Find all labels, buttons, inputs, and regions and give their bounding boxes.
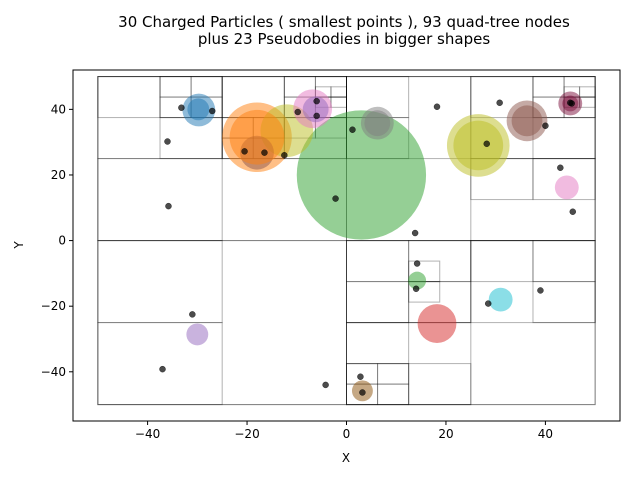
particle [281,152,288,159]
quadtree-node [408,240,472,283]
quadtree-node [532,158,596,201]
particle [164,138,171,145]
particle [433,103,441,110]
chart-title-line-1: 30 Charged Particles ( smallest points )… [118,13,570,31]
pseudobody [453,120,504,171]
pseudobodies [182,89,583,402]
particle [357,373,364,380]
particle [313,97,320,105]
pseudobody [511,105,543,137]
particle [261,149,268,156]
quadtree-node [470,76,534,119]
x-tick-label: 0 [343,427,351,441]
quadtree-node [532,281,596,324]
particle [537,287,544,294]
quadtree-node [97,240,223,324]
quadtree-node [97,76,223,160]
particle [411,229,419,237]
particle [241,148,248,155]
quadtree-node [346,322,410,365]
particle [349,126,356,133]
quadtree-node [97,158,223,242]
quadtree-node [579,86,596,98]
particle [413,260,421,267]
quadtree-node [97,240,348,406]
particle [294,108,302,116]
quadtree-node [532,76,565,98]
pseudobody [186,323,209,346]
y-tick-label: 40 [51,102,66,116]
particle [159,365,166,373]
x-axis-ticks: −40 −20 0 20 40 [135,421,553,441]
particle [332,195,339,202]
particle [313,112,320,120]
quadtree-node [314,76,347,98]
quadtree-node [346,240,596,406]
quadtree-node [532,76,596,119]
particle [484,300,492,307]
particle [322,381,329,389]
particle [557,164,564,172]
x-tick-label: 40 [538,427,553,441]
particle [359,389,366,396]
x-tick-label: 20 [438,427,453,441]
quadtree-node [97,76,596,406]
pseudobody [417,304,457,343]
pseudobody [554,175,579,200]
y-axis-ticks: −40 −20 0 20 40 [41,102,73,379]
pseudobody [296,110,427,240]
quadtree-node [532,240,596,283]
quadtree-node [470,240,596,324]
pseudobody [187,98,210,121]
quadtree-node [346,322,472,406]
particle [569,208,577,215]
particle [189,311,196,318]
pseudobody [229,109,285,165]
quadtree-node [408,363,472,406]
pseudobody [302,96,329,123]
quadtree-node [377,363,410,385]
quadtree-node [346,240,410,283]
quadtree-node [330,96,348,108]
charged-particles [159,97,577,396]
particle [542,122,549,130]
pseudobody [364,110,391,137]
particle [496,99,503,107]
quadtree-node [97,322,223,406]
quadtree-node [470,240,534,283]
x-tick-label: −20 [234,427,259,441]
y-tick-label: −40 [41,365,66,379]
quadtree-node [377,383,410,406]
particle [178,104,185,111]
quadtree-node [346,240,472,324]
quadtree-node [470,158,596,242]
x-axis-label: X [342,451,350,465]
particle [208,107,216,115]
y-axis-label: Y [12,241,26,250]
quadtree-node [330,86,348,98]
y-tick-label: −20 [41,299,66,313]
pseudobody [488,287,513,312]
quadtree-node [346,363,410,406]
x-tick-label: −40 [135,427,160,441]
quadtree-node [97,76,161,119]
particle [483,140,490,148]
quadtree-node [346,281,410,324]
chart-title-line-2: plus 23 Pseudobodies in bigger shapes [198,30,490,48]
y-tick-label: 20 [51,168,66,182]
particle [568,100,576,107]
particle [165,202,172,210]
pseudobody [408,271,427,290]
y-tick-label: 0 [58,234,66,248]
particle [412,285,420,293]
quadtree-node [159,76,192,98]
